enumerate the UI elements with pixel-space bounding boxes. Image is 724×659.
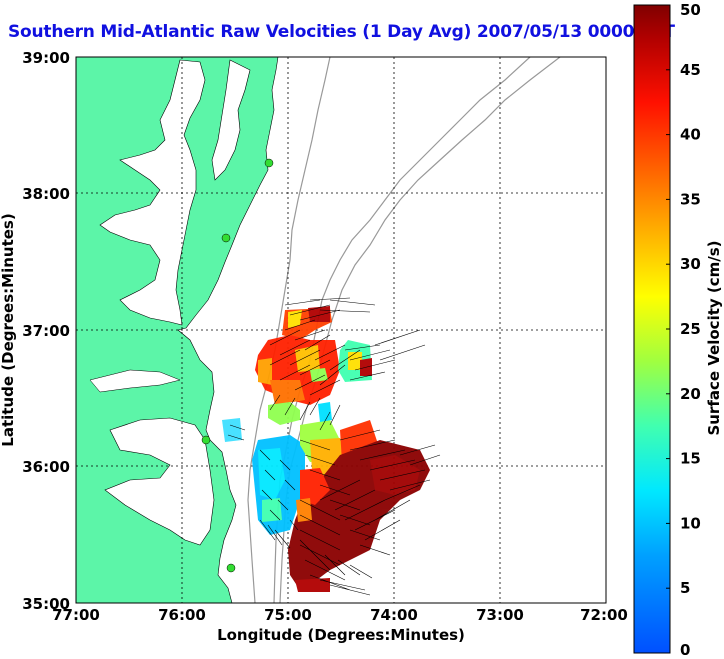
colorbar-gradient <box>633 4 671 654</box>
y-axis: 39:00 38:00 37:00 36:00 35:00 Latitude (… <box>0 49 70 613</box>
colorbar-tick: 40 <box>680 126 701 144</box>
sound <box>104 417 215 546</box>
colorbar-tick: 30 <box>680 255 701 273</box>
map-frame <box>75 56 607 604</box>
x-tick: 77:00 <box>52 606 100 624</box>
map-area <box>76 57 606 603</box>
colorbar-label: Surface Velocity (cm/s) <box>705 240 723 435</box>
y-tick: 39:00 <box>22 49 70 67</box>
station-marker <box>226 563 236 573</box>
stations <box>201 158 274 573</box>
colorbar-tick: 15 <box>680 450 701 468</box>
x-axis-label: Longitude (Degrees:Minutes) <box>217 626 465 644</box>
x-tick: 75:00 <box>264 606 312 624</box>
station-marker <box>221 233 231 243</box>
x-tick: 72:00 <box>580 606 628 624</box>
colorbar-tick: 0 <box>680 641 690 659</box>
delmarva-bay <box>211 59 251 181</box>
x-tick: 73:00 <box>476 606 524 624</box>
x-axis: 77:00 76:00 75:00 74:00 73:00 72:00 Long… <box>52 606 628 644</box>
y-tick: 36:00 <box>22 458 70 476</box>
colorbar-tick: 20 <box>680 385 701 403</box>
y-tick: 37:00 <box>22 322 70 340</box>
colorbar-tick: 25 <box>680 320 701 338</box>
x-tick: 76:00 <box>158 606 206 624</box>
bay <box>99 59 206 326</box>
y-tick: 38:00 <box>22 185 70 203</box>
station-marker <box>201 435 211 445</box>
station-marker <box>264 158 274 168</box>
velocity-vectors <box>227 297 441 596</box>
y-axis-label: Latitude (Degrees:Minutes) <box>0 213 17 446</box>
colorbar-tick: 10 <box>680 514 701 532</box>
colorbar-tick: 45 <box>680 61 701 79</box>
colorbar-tick: 35 <box>680 190 701 208</box>
map-title: Southern Mid-Atlantic Raw Velocities (1 … <box>8 22 675 42</box>
x-tick: 74:00 <box>370 606 418 624</box>
river <box>89 369 181 393</box>
colorbar-tick: 50 <box>680 1 701 19</box>
colorbar-tick: 5 <box>680 579 690 597</box>
y-tick: 35:00 <box>22 595 70 613</box>
bathy-contour <box>247 57 331 603</box>
velocity-field <box>222 306 430 592</box>
